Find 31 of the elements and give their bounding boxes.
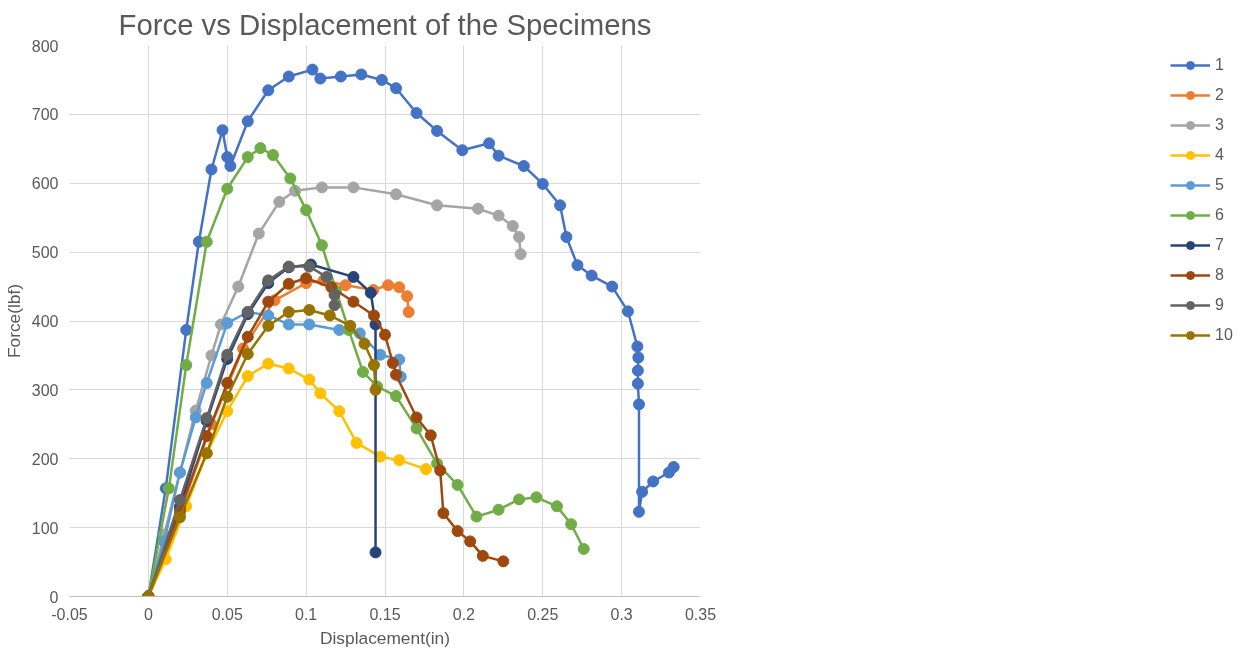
legend-label: 5 — [1215, 176, 1225, 194]
x-tick-label: -0.05 — [51, 605, 88, 623]
y-tick-label: 300 — [31, 381, 59, 399]
x-tick-label: 0.05 — [211, 605, 243, 623]
legend-label: 1 — [1215, 56, 1225, 74]
legend-label: 2 — [1215, 86, 1225, 104]
y-tick-label: 100 — [31, 519, 59, 537]
chart-title: Force vs Displacement of the Specimens — [118, 7, 652, 41]
x-tick-label: 0.2 — [452, 605, 476, 623]
y-tick-label: 400 — [31, 313, 59, 330]
x-tick-label: 0.25 — [527, 605, 559, 623]
y-tick-label: 800 — [31, 37, 59, 55]
y-tick-label: 200 — [31, 450, 59, 468]
x-tick-label: 0.3 — [610, 605, 633, 623]
y-tick-label: 700 — [31, 106, 59, 124]
legend-label: 10 — [1215, 326, 1234, 344]
legend-label: 9 — [1215, 296, 1225, 314]
legend-label: 7 — [1215, 236, 1225, 254]
legend-label: 4 — [1215, 146, 1225, 164]
y-tick-label: 0 — [49, 588, 59, 606]
legend-label: 8 — [1215, 266, 1225, 284]
x-tick-label: 0.15 — [369, 605, 401, 623]
x-tick-label: 0.35 — [684, 605, 717, 623]
x-tick-label: 0 — [143, 605, 153, 623]
legend-label: 3 — [1215, 116, 1225, 134]
y-tick-label: 600 — [31, 175, 59, 193]
legend-label: 6 — [1215, 206, 1225, 224]
y-tick-label: 500 — [31, 244, 59, 262]
x-axis-title: Displacement(in) — [320, 627, 451, 648]
y-axis-title: Force(lbf) — [3, 283, 24, 359]
x-tick-label: 0.1 — [295, 605, 318, 623]
